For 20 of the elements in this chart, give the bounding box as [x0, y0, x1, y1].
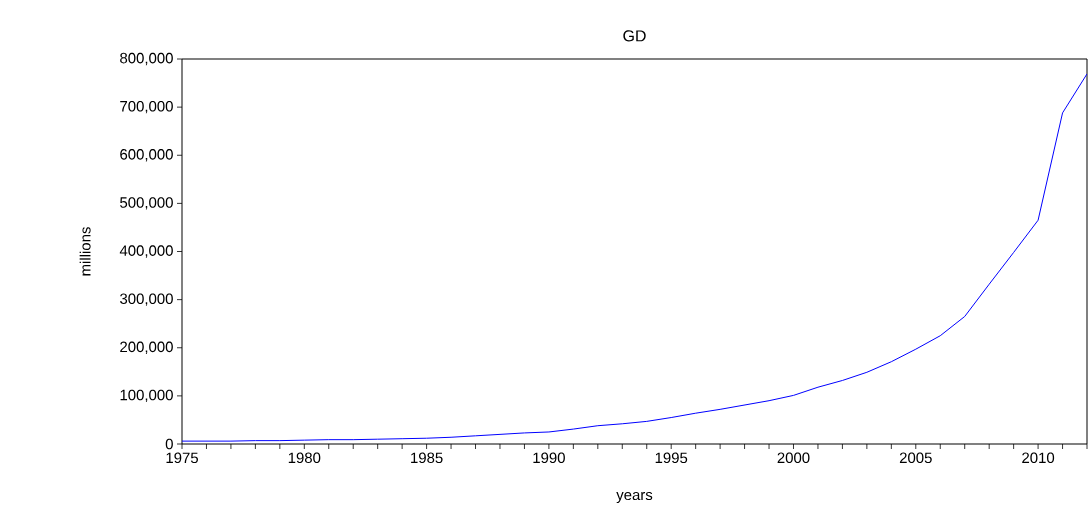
- y-tick-label: 800,000: [120, 52, 173, 66]
- y-tick-label: 300,000: [120, 293, 173, 306]
- y-tick-label: 600,000: [120, 149, 173, 162]
- y-tick-label: 0: [165, 438, 173, 450]
- x-tick-label: 1985: [411, 452, 443, 464]
- y-tick-label: 500,000: [120, 197, 173, 210]
- x-tick-label: 1990: [533, 452, 565, 464]
- x-tick-label: 2010: [1022, 452, 1055, 464]
- y-axis-title: millions: [79, 227, 91, 276]
- y-tick-label: 400,000: [119, 245, 173, 258]
- y-tick-label: 200,000: [120, 341, 173, 354]
- chart-title: GD: [623, 30, 646, 42]
- x-tick-label: 2005: [899, 452, 932, 464]
- x-axis-title: years: [616, 491, 653, 504]
- x-tick-label: 2000: [777, 452, 810, 464]
- x-tick-label: 1975: [166, 452, 198, 464]
- x-tick-label: 1995: [655, 452, 688, 464]
- y-tick-label: 100,000: [120, 389, 173, 403]
- x-tick-label: 1980: [288, 452, 321, 464]
- y-tick-label: 700,000: [120, 100, 173, 114]
